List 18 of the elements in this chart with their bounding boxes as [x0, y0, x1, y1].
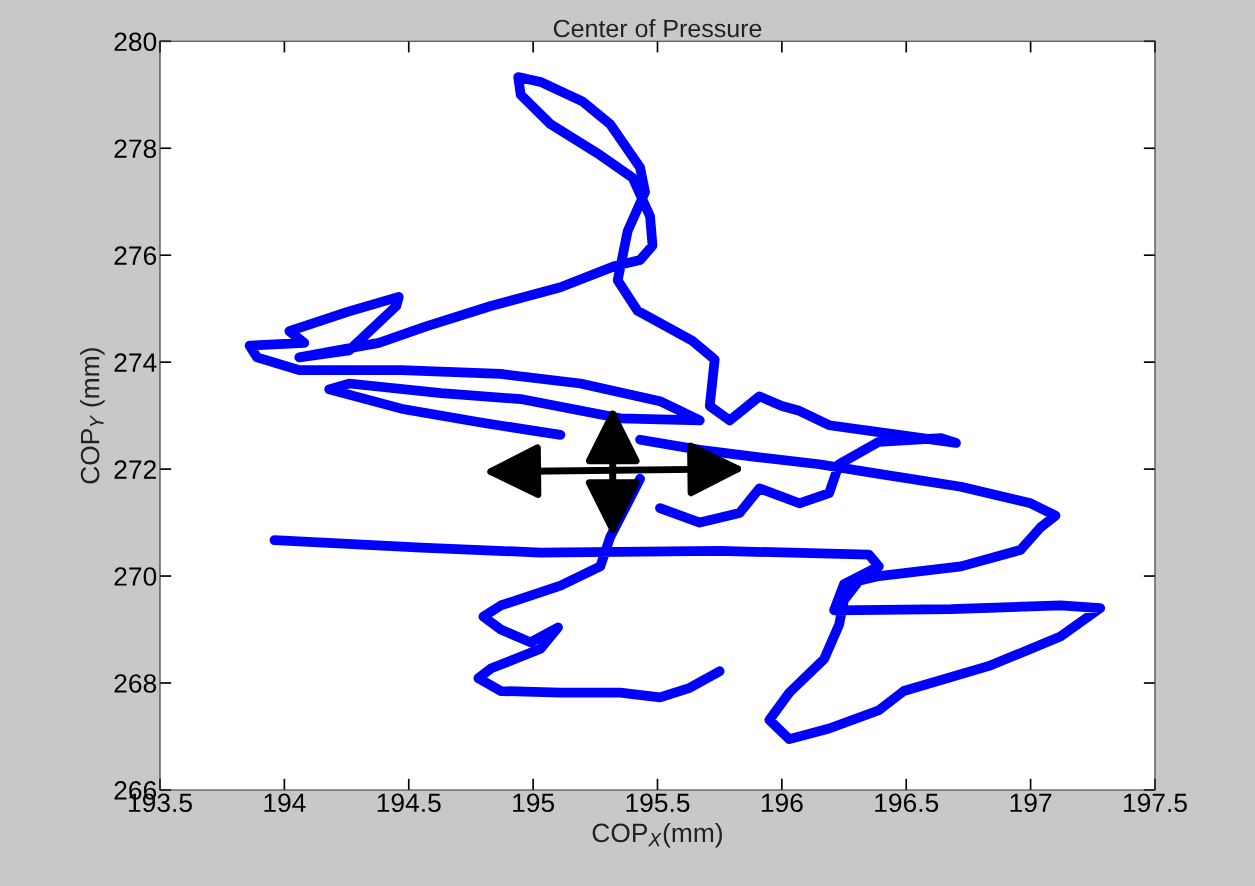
x-tick-label: 194: [264, 793, 306, 813]
x-tick-label: 196: [761, 793, 803, 813]
y-axis-title: COP$_{Y}$ (mm): [80, 348, 105, 484]
y-tick-label: 268: [114, 674, 157, 693]
x-tick-label: 196.5: [875, 793, 939, 813]
x-tick-label: 194.5: [377, 793, 441, 813]
y-tick-label: 276: [114, 246, 157, 266]
x-tick-label: 197: [1010, 793, 1052, 813]
x-axis-title: COP$_{X}$(mm): [592, 822, 722, 848]
y-tick-label: 280: [114, 32, 157, 52]
y-tick-label: 270: [114, 567, 157, 586]
y-tick-label: 272: [114, 460, 156, 479]
y-tick-label: 278: [114, 139, 157, 159]
chart-title: Center of Pressure: [553, 19, 762, 38]
x-tick-label: 195: [513, 793, 555, 813]
x-tick-label: 197.5: [1123, 793, 1187, 813]
x-tick-label: 195.5: [626, 793, 690, 813]
y-tick-label: 274: [114, 353, 157, 372]
